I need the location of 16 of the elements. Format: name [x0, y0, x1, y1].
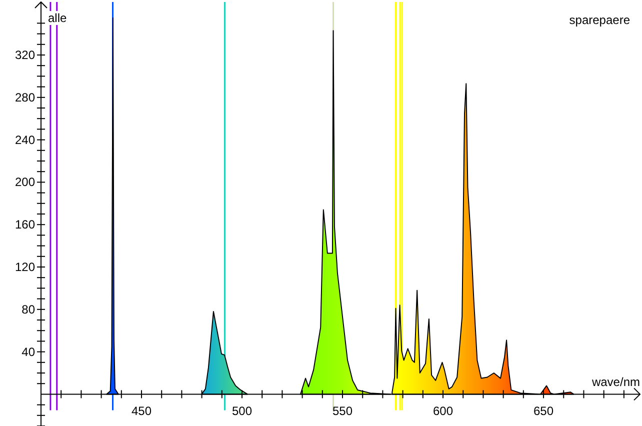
- y-tick-label: 200: [14, 175, 36, 190]
- x-tick-label: 450: [131, 404, 152, 418]
- y-tick-label: 80: [22, 302, 36, 316]
- x-tick-label: 600: [433, 404, 454, 418]
- y-tick-label: 160: [14, 218, 36, 232]
- y-axis-title: alle: [48, 11, 68, 25]
- x-axis-title: wave/nm: [590, 375, 640, 390]
- x-tick-label: 550: [332, 404, 353, 418]
- y-tick-label: 240: [14, 132, 36, 147]
- y-tick-label: 120: [14, 260, 36, 274]
- text: sparepaere: [569, 13, 630, 27]
- x-tick-label: 500: [232, 404, 252, 418]
- y-tick-label: 280: [14, 90, 36, 104]
- y-tick-label: 320: [14, 48, 36, 62]
- y-tick-label: 40: [22, 344, 36, 359]
- x-tick-label: 650: [534, 404, 554, 418]
